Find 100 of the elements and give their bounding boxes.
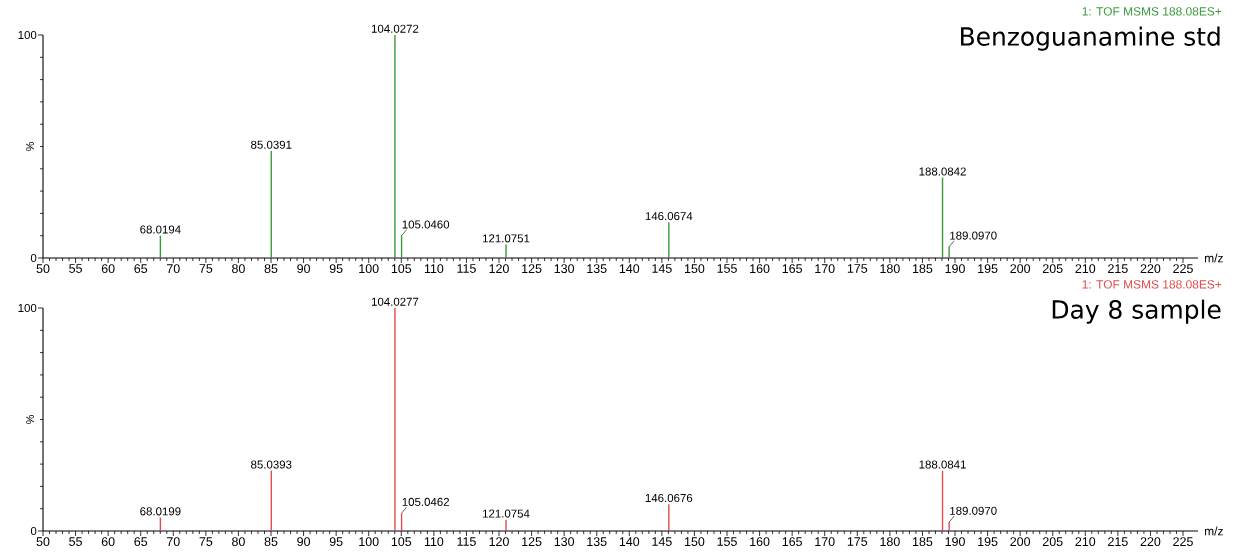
- x-tick-label: 90: [297, 264, 311, 274]
- annotation: 105.0462: [402, 497, 449, 506]
- x-tick-label: 220: [1140, 264, 1161, 274]
- x-tick-label: 110: [424, 264, 444, 274]
- y-tick-label: 100: [18, 30, 37, 40]
- x-tick-label: 105: [391, 264, 412, 274]
- x-tick-label: 225: [1173, 537, 1193, 547]
- x-tick-label: 175: [847, 537, 868, 546]
- chart-title: Day 8 sample: [1052, 299, 1221, 324]
- x-tick-label: 155: [717, 537, 737, 546]
- x-tick-label: 115: [457, 264, 476, 273]
- x-tick-label: 145: [652, 264, 672, 273]
- chart-subtitle: 1: TOF MSMS 188.08ES+: [1082, 7, 1222, 16]
- x-tick-label: 60: [101, 264, 115, 274]
- x-tick-label: 150: [685, 264, 705, 274]
- y-axis-title: %: [26, 142, 34, 151]
- x-tick-label: 190: [945, 537, 965, 547]
- annotation: 121.0751: [482, 234, 530, 243]
- annotation: 85.0393: [251, 460, 292, 469]
- x-tick-label: 75: [199, 537, 213, 546]
- x-tick-label: 125: [522, 264, 542, 274]
- x-tick-label: 120: [489, 264, 509, 274]
- annotation: 146.0676: [645, 493, 693, 503]
- x-tick-label: 195: [978, 537, 998, 547]
- y-tick-label: 0: [30, 253, 37, 263]
- x-tick-label: 140: [619, 264, 640, 274]
- x-tick-label: 130: [554, 537, 575, 547]
- x-tick-label: 75: [199, 264, 213, 273]
- x-tick-label: 85: [264, 537, 278, 547]
- x-tick-label: 80: [232, 264, 245, 274]
- x-tick-label: 180: [880, 537, 900, 547]
- annotation: 68.0194: [140, 225, 181, 234]
- x-tick-label: 120: [489, 537, 509, 547]
- x-tick-label: 105: [391, 537, 412, 547]
- x-tick-label: 160: [750, 537, 770, 547]
- x-tick-label: 110: [424, 537, 444, 547]
- x-tick-label: 150: [685, 537, 705, 547]
- x-tick-label: 205: [1042, 537, 1063, 547]
- chart-title: Benzoguanamine std: [961, 26, 1220, 51]
- x-tick-label: 100: [359, 537, 379, 547]
- x-tick-label: 180: [880, 264, 900, 274]
- x-tick-label: 195: [978, 264, 998, 274]
- x-tick-label: 215: [1108, 537, 1128, 547]
- chart-subtitle: 1: TOF MSMS 188.08ES+: [1082, 280, 1222, 289]
- x-tick-label: 125: [522, 537, 542, 547]
- x-tick-label: 200: [1010, 537, 1031, 547]
- x-axis-title: m/z: [1204, 253, 1223, 263]
- x-tick-label: 200: [1010, 264, 1031, 274]
- y-tick-label: 100: [18, 303, 37, 313]
- x-tick-label: 100: [359, 264, 379, 274]
- x-tick-label: 55: [69, 537, 82, 546]
- x-tick-label: 50: [36, 264, 50, 274]
- x-tick-label: 60: [101, 537, 115, 547]
- x-tick-label: 155: [717, 264, 737, 273]
- x-tick-label: 220: [1140, 537, 1161, 547]
- x-tick-label: 205: [1042, 264, 1063, 274]
- x-tick-label: 165: [782, 537, 803, 547]
- annotation: 68.0199: [140, 507, 181, 516]
- x-tick-label: 85: [264, 264, 278, 274]
- x-tick-label: 65: [134, 537, 148, 547]
- x-tick-label: 135: [587, 264, 607, 274]
- x-tick-label: 185: [913, 537, 933, 547]
- x-tick-label: 170: [815, 537, 835, 547]
- x-tick-label: 90: [297, 537, 311, 547]
- annotation: 188.0841: [919, 460, 966, 469]
- annotation: 105.0460: [402, 220, 450, 229]
- x-tick-label: 95: [329, 264, 343, 274]
- x-tick-label: 170: [815, 264, 835, 274]
- x-tick-label: 140: [619, 537, 640, 547]
- y-tick-label: 0: [30, 526, 37, 536]
- x-tick-label: 135: [587, 537, 607, 547]
- x-tick-label: 160: [750, 264, 770, 274]
- annotation: 189.0970: [950, 231, 997, 240]
- y-axis-title: %: [26, 415, 34, 424]
- x-tick-label: 225: [1173, 264, 1193, 274]
- x-tick-label: 145: [652, 537, 672, 546]
- x-tick-label: 130: [554, 264, 575, 274]
- x-tick-label: 210: [1075, 537, 1096, 547]
- x-axis-title: m/z: [1204, 526, 1223, 536]
- x-tick-label: 215: [1108, 264, 1128, 274]
- annotation: 104.0277: [371, 297, 419, 306]
- x-tick-label: 175: [847, 264, 868, 273]
- annotation: 104.0272: [371, 24, 419, 33]
- annotation: 188.0842: [919, 167, 966, 176]
- x-tick-label: 210: [1075, 264, 1096, 274]
- annotation: 121.0754: [482, 509, 530, 518]
- x-tick-label: 165: [782, 264, 803, 274]
- x-tick-label: 65: [134, 264, 148, 274]
- x-tick-label: 190: [945, 264, 965, 274]
- x-tick-label: 95: [329, 537, 343, 547]
- x-tick-label: 70: [167, 264, 180, 274]
- annotation: 85.0391: [251, 140, 292, 149]
- x-tick-label: 80: [232, 537, 245, 547]
- x-tick-label: 70: [167, 537, 180, 547]
- annotation: 189.0970: [950, 506, 997, 515]
- x-tick-label: 185: [913, 264, 933, 274]
- annotation: 146.0674: [645, 212, 693, 221]
- x-tick-label: 115: [457, 537, 476, 546]
- x-tick-label: 55: [69, 264, 82, 273]
- x-tick-label: 50: [36, 537, 50, 547]
